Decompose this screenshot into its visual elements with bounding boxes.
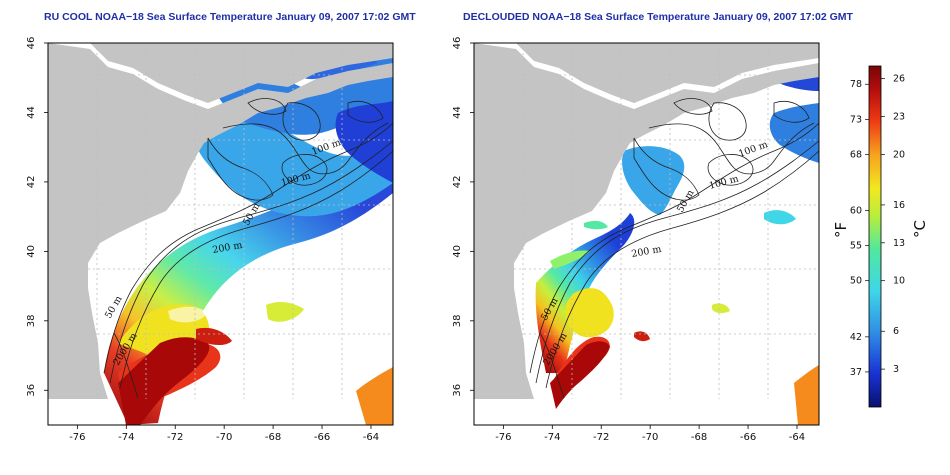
right-map-panel: 100 m 100 m 50 m 200 m 50 m 2000 m xyxy=(473,42,820,426)
left-isobath-label-200m: 200 m xyxy=(212,240,244,256)
colorbar-celsius-tick: 13 xyxy=(893,238,905,249)
left-x-tick-label: -68 xyxy=(265,432,281,443)
right-map-frame xyxy=(473,42,820,426)
axis-ticks: -76 -74 -72 -70 -68 -66 -64 36 38 40 42 44 46 -76 -74 -… xyxy=(26,37,805,443)
right-y-tick-label: 44 xyxy=(452,106,463,119)
right-x-tick-label: -76 xyxy=(495,432,511,443)
right-x-tick-label: -68 xyxy=(691,432,707,443)
colorbar-celsius-tick: 3 xyxy=(893,364,899,375)
right-x-tick-label: -74 xyxy=(544,432,560,443)
left-y-tick-label: 42 xyxy=(26,176,37,189)
left-x-tick-label: -74 xyxy=(118,432,134,443)
left-x-tick-label: -70 xyxy=(216,432,232,443)
right-x-tick-label: -64 xyxy=(789,432,805,443)
colorbar-fahrenheit-tick: 37 xyxy=(850,367,862,378)
colorbar-fahrenheit-tick: 60 xyxy=(850,206,862,217)
right-x-tick-label: -70 xyxy=(642,432,658,443)
colorbar: °F °C 26 23 20 16 13 10 6 3 78 73 68 60 55 50 42 37 xyxy=(832,65,929,408)
colorbar-celsius-tick: 23 xyxy=(893,112,905,123)
colorbar-celsius-tick: 10 xyxy=(893,276,905,287)
left-map-title: RU COOL NOAA−18 Sea Surface Temperature … xyxy=(44,11,416,23)
right-map-title: DECLOUDED NOAA−18 Sea Surface Temperatur… xyxy=(463,11,853,23)
colorbar-ramp xyxy=(868,65,882,408)
colorbar-unit-celsius: °C xyxy=(911,220,929,238)
colorbar-celsius-tick: 20 xyxy=(893,149,905,160)
colorbar-fahrenheit-tick: 55 xyxy=(850,241,862,252)
right-y-tick-label: 38 xyxy=(452,314,463,327)
right-y-tick-label: 46 xyxy=(452,37,463,50)
colorbar-celsius-tick: 6 xyxy=(893,326,899,337)
colorbar-ticks: 26 23 20 16 13 10 6 3 78 73 68 60 55 50 42 37 xyxy=(850,74,905,378)
colorbar-celsius-tick: 16 xyxy=(893,200,905,211)
right-y-tick-label: 36 xyxy=(452,384,463,397)
left-x-tick-label: -76 xyxy=(69,432,85,443)
left-y-tick-label: 46 xyxy=(26,37,37,50)
left-x-tick-label: -72 xyxy=(167,432,183,443)
left-y-tick-label: 36 xyxy=(26,384,37,397)
colorbar-fahrenheit-tick: 68 xyxy=(850,149,862,160)
right-x-tick-label: -72 xyxy=(593,432,609,443)
colorbar-fahrenheit-tick: 78 xyxy=(850,79,862,90)
colorbar-unit-fahrenheit: °F xyxy=(832,222,850,238)
colorbar-fahrenheit-tick: 42 xyxy=(850,332,862,343)
left-map-frame xyxy=(47,42,394,426)
left-y-tick-label: 44 xyxy=(26,106,37,119)
right-x-tick-label: -66 xyxy=(740,432,756,443)
left-x-tick-label: -66 xyxy=(314,432,330,443)
left-x-tick-label: -64 xyxy=(363,432,379,443)
right-y-tick-label: 40 xyxy=(452,245,463,258)
colorbar-fahrenheit-tick: 73 xyxy=(850,114,862,125)
right-isobath-label-200m: 200 m xyxy=(631,244,663,260)
colorbar-celsius-tick: 26 xyxy=(893,74,905,85)
left-y-tick-label: 40 xyxy=(26,245,37,258)
left-y-tick-label: 38 xyxy=(26,314,37,327)
colorbar-fahrenheit-tick: 50 xyxy=(850,276,862,287)
left-map-panel: 100 m 100 m 50 m 200 m 50 m 2000 m xyxy=(47,42,394,426)
right-y-tick-label: 42 xyxy=(452,176,463,189)
